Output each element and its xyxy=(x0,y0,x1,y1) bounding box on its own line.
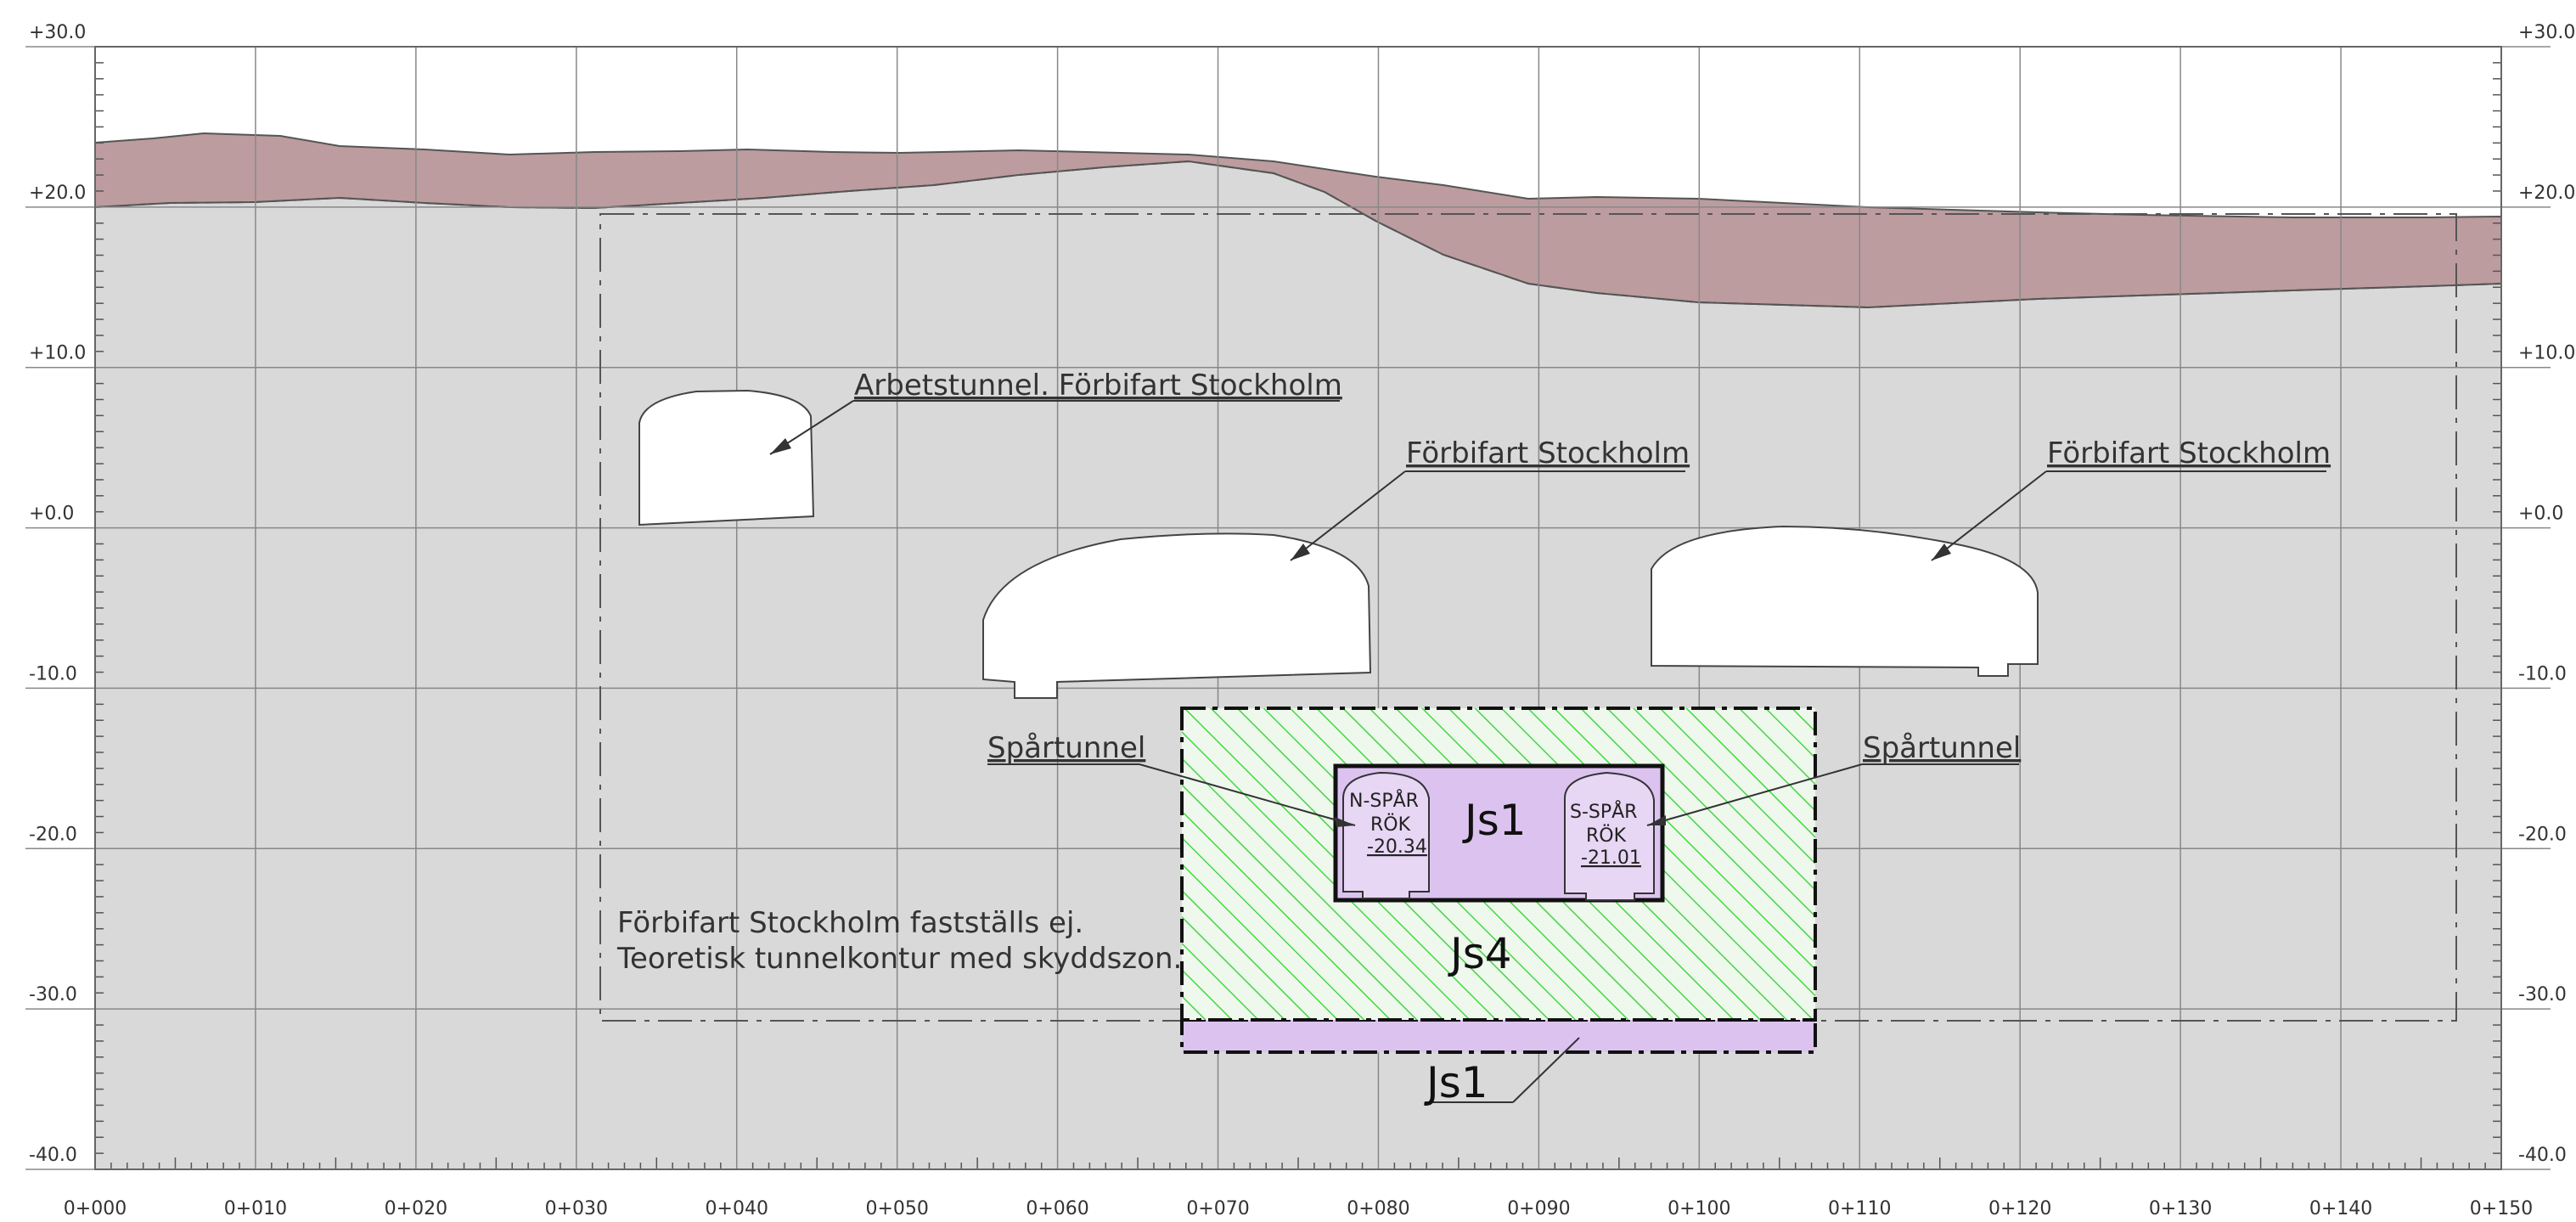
y-tick-label-left: +30.0 xyxy=(29,22,86,43)
y-tick-label-left: +0.0 xyxy=(29,504,74,525)
south-track-rok-label: RÖK xyxy=(1586,825,1627,847)
plot-frame xyxy=(94,46,2502,1170)
label-spartunnel-left: Spårtunnel xyxy=(987,731,1145,765)
work-tunnel xyxy=(638,389,815,527)
main-tunnel-left xyxy=(982,532,1372,699)
y-tick-label-left: +10.0 xyxy=(29,343,86,364)
x-tick-label: 0+150 xyxy=(2470,1198,2533,1219)
south-track-tunnel xyxy=(1564,771,1655,901)
x-tick-label: 0+140 xyxy=(2309,1198,2372,1219)
y-tick-label-right: -40.0 xyxy=(2518,1145,2567,1166)
x-tick-label: 0+070 xyxy=(1186,1198,1249,1219)
y-tick-label-right: +30.0 xyxy=(2518,22,2575,43)
label-spartunnel-right: Spårtunnel xyxy=(1863,731,2021,765)
y-tick-label-right: +10.0 xyxy=(2518,343,2575,364)
note-line-2: Teoretisk tunnelkontur med skyddszon. xyxy=(616,942,1182,976)
y-tick-label-right: +20.0 xyxy=(2518,183,2575,204)
x-tick-label: 0+130 xyxy=(2149,1198,2212,1219)
note-line-1: Förbifart Stockholm fastställs ej. xyxy=(617,906,1083,940)
x-tick-label: 0+090 xyxy=(1507,1198,1570,1219)
x-tick-label: 0+010 xyxy=(224,1198,287,1219)
y-tick-label-right: +0.0 xyxy=(2518,504,2563,525)
north-track-rok-value: -20.34 xyxy=(1367,836,1427,858)
zone-js1-inner-label: Js1 xyxy=(1462,796,1527,845)
south-track-name: S-SPÅR xyxy=(1570,800,1637,823)
north-track-tunnel xyxy=(1342,771,1430,899)
y-tick-label-right: -10.0 xyxy=(2518,663,2567,684)
zone-js1-bottom-label: Js1 xyxy=(1424,1058,1488,1107)
y-tick-label-right: -20.0 xyxy=(2518,824,2567,845)
label-arbetstunnel: Arbetstunnel. Förbifart Stockholm xyxy=(854,369,1342,403)
x-tick-label: 0+080 xyxy=(1347,1198,1409,1219)
leader-arrowheads xyxy=(770,438,1951,827)
x-tick-label: 0+050 xyxy=(865,1198,928,1219)
rock-surface-line xyxy=(94,160,2502,309)
north-track-rok-label: RÖK xyxy=(1370,814,1411,836)
zone-js1-bottom xyxy=(1180,1018,1817,1054)
x-tick-label: 0+000 xyxy=(64,1198,127,1219)
y-tick-label-right: -30.0 xyxy=(2518,984,2567,1005)
sky-area xyxy=(95,47,2501,217)
y-tick-label-left: -40.0 xyxy=(29,1145,77,1166)
leader-lines xyxy=(769,400,2326,1103)
x-tick-label: 0+020 xyxy=(385,1198,447,1219)
label-forbifart-left: Förbifart Stockholm xyxy=(1406,436,1690,470)
y-tick-label-left: -20.0 xyxy=(29,824,77,845)
y-tick-label-left: -10.0 xyxy=(29,663,77,684)
x-tick-label: 0+110 xyxy=(1828,1198,1891,1219)
x-tick-label: 0+120 xyxy=(1988,1198,2051,1219)
axis-ticks: 0+000 0+010 0+020 0+030 0+040 0+050 0+060 0+070… xyxy=(29,22,2575,1219)
label-forbifart-right: Förbifart Stockholm xyxy=(2047,436,2331,470)
zone-js4-label: Js4 xyxy=(1448,929,1512,978)
south-track-rok-value: -21.01 xyxy=(1581,848,1641,869)
y-tick-label-left: -30.0 xyxy=(29,984,77,1005)
x-tick-label: 0+030 xyxy=(545,1198,608,1219)
x-tick-label: 0+060 xyxy=(1026,1198,1088,1219)
main-tunnel-right xyxy=(1651,525,2039,677)
y-tick-label-left: +20.0 xyxy=(29,183,86,204)
x-tick-label: 0+100 xyxy=(1668,1198,1730,1219)
north-track-name: N-SPÅR xyxy=(1349,789,1419,812)
x-tick-label: 0+040 xyxy=(706,1198,768,1219)
